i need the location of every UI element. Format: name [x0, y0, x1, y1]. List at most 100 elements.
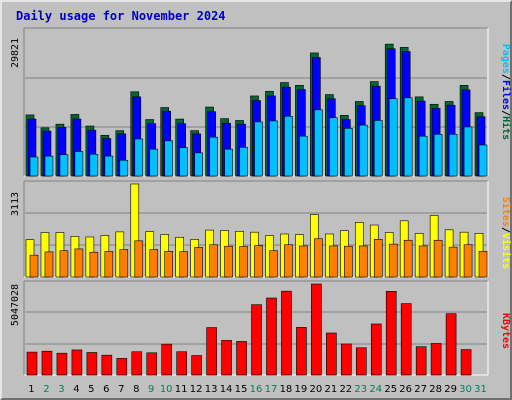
panel-1-ymax-label: 3113 [10, 192, 21, 216]
sites-bar-day-15 [239, 246, 248, 278]
kbytes-bar-day-5 [86, 352, 98, 376]
x-tick-label-day-5: 5 [88, 384, 94, 395]
x-tick-label-day-31: 31 [474, 384, 487, 395]
pages-bar-day-26 [403, 97, 413, 177]
x-tick-label-day-25: 25 [384, 384, 397, 395]
sites-bar-day-16 [254, 245, 263, 278]
kbytes-bar-day-12 [191, 355, 202, 376]
legend-item-files: Files [500, 80, 512, 110]
pages-bar-day-11 [179, 147, 188, 177]
panel-2-legend: KBytes [500, 313, 511, 349]
sites-bar-day-1 [29, 254, 39, 278]
pages-bar-day-10 [164, 140, 174, 177]
x-tick-label-day-9: 9 [148, 384, 154, 395]
pages-bar-day-31 [478, 144, 488, 177]
chart-title: Daily usage for November 2024 [16, 9, 226, 23]
pages-bar-day-20 [314, 109, 323, 177]
x-tick-label-day-1: 1 [28, 384, 34, 395]
sites-bar-day-25 [388, 243, 398, 278]
x-tick-label-day-28: 28 [429, 384, 442, 395]
kbytes-bar-day-28 [430, 343, 442, 376]
pages-bar-day-7 [119, 159, 129, 177]
sites-bar-day-10 [164, 251, 174, 278]
x-tick-label-day-17: 17 [265, 384, 278, 395]
legend-item-slash-3: / [500, 110, 511, 116]
kbytes-bar-day-27 [415, 346, 427, 376]
sites-bar-day-4 [74, 248, 84, 278]
pages-bar-day-16 [254, 121, 263, 177]
pages-bar-day-25 [388, 98, 398, 177]
pages-bar-day-24 [373, 120, 383, 177]
pages-bar-day-8 [134, 138, 144, 177]
x-tick-label-day-13: 13 [205, 384, 218, 395]
x-tick-label-day-4: 4 [73, 384, 79, 395]
sites-bar-day-2 [44, 251, 54, 278]
sites-bar-day-20 [314, 238, 323, 278]
panel-2-ymax-label: 5047028 [10, 284, 21, 326]
kbytes-bar-day-25 [385, 291, 397, 376]
legend-item-pages: Pages [500, 44, 511, 74]
pages-bar-day-3 [59, 154, 69, 177]
kbytes-bar-day-7 [116, 358, 128, 376]
pages-bar-day-29 [448, 134, 458, 177]
x-tick-label-day-22: 22 [339, 384, 352, 395]
x-tick-label-day-24: 24 [369, 384, 382, 395]
kbytes-bar-day-4 [71, 349, 83, 376]
x-tick-label-day-21: 21 [324, 384, 337, 395]
kbytes-bar-day-11 [176, 351, 187, 376]
kbytes-bar-day-6 [101, 354, 113, 376]
sites-bar-day-5 [89, 251, 99, 278]
pages-bar-day-28 [433, 134, 443, 177]
x-tick-label-day-20: 20 [310, 384, 323, 395]
pages-bar-day-21 [329, 117, 338, 177]
sites-bar-day-22 [344, 245, 353, 278]
kbytes-bar-day-19 [296, 327, 307, 376]
x-tick-label-day-14: 14 [220, 384, 233, 395]
sites-bar-day-28 [433, 239, 443, 278]
sites-bar-day-18 [284, 244, 293, 278]
sites-bar-day-11 [179, 251, 188, 278]
kbytes-bar-day-3 [56, 352, 68, 376]
x-tick-label-day-6: 6 [103, 384, 109, 395]
kbytes-bar-day-26 [400, 303, 412, 376]
pages-bar-day-17 [269, 120, 278, 177]
kbytes-bar-day-8 [131, 351, 143, 376]
pages-bar-day-12 [194, 152, 203, 177]
sites-bar-day-6 [104, 251, 114, 278]
pages-bar-day-22 [344, 128, 353, 177]
x-tick-label-day-12: 12 [190, 384, 203, 395]
panel-0-legend: Pages/Files/Hits [500, 44, 512, 140]
sites-bar-day-12 [194, 247, 203, 278]
legend-item-slash-1: / [500, 74, 511, 80]
legend-item-sites: Sites [500, 197, 512, 227]
sites-bar-day-31 [478, 251, 488, 278]
pages-bar-day-30 [463, 126, 473, 177]
kbytes-bar-day-22 [341, 343, 352, 376]
pages-bar-day-14 [224, 148, 233, 177]
kbytes-bar-day-2 [41, 350, 53, 376]
pages-bar-day-9 [149, 148, 159, 177]
kbytes-bar-day-18 [281, 290, 292, 376]
x-tick-label-day-27: 27 [414, 384, 427, 395]
pages-bar-day-4 [74, 151, 84, 177]
sites-bar-day-13 [209, 244, 218, 278]
sites-bar-day-26 [403, 239, 413, 278]
sites-bar-day-17 [269, 250, 278, 278]
x-tick-label-day-26: 26 [399, 384, 412, 395]
pages-bar-day-2 [44, 155, 54, 177]
pages-bar-day-23 [358, 124, 368, 177]
sites-bar-day-30 [463, 244, 473, 278]
kbytes-bar-day-21 [326, 332, 337, 376]
pages-bar-day-5 [89, 153, 99, 177]
legend-item-kbytes: KBytes [500, 313, 511, 349]
kbytes-bar-day-10 [161, 343, 173, 376]
sites-bar-day-3 [59, 250, 69, 278]
kbytes-bar-day-20 [311, 283, 322, 376]
sites-bar-day-7 [119, 249, 129, 278]
kbytes-bar-day-15 [236, 341, 247, 376]
pages-bar-day-6 [104, 155, 114, 177]
pages-bar-day-19 [299, 135, 308, 177]
kbytes-bar-day-30 [460, 349, 472, 376]
kbytes-bar-day-16 [251, 304, 262, 376]
sites-bar-day-9 [149, 249, 159, 278]
